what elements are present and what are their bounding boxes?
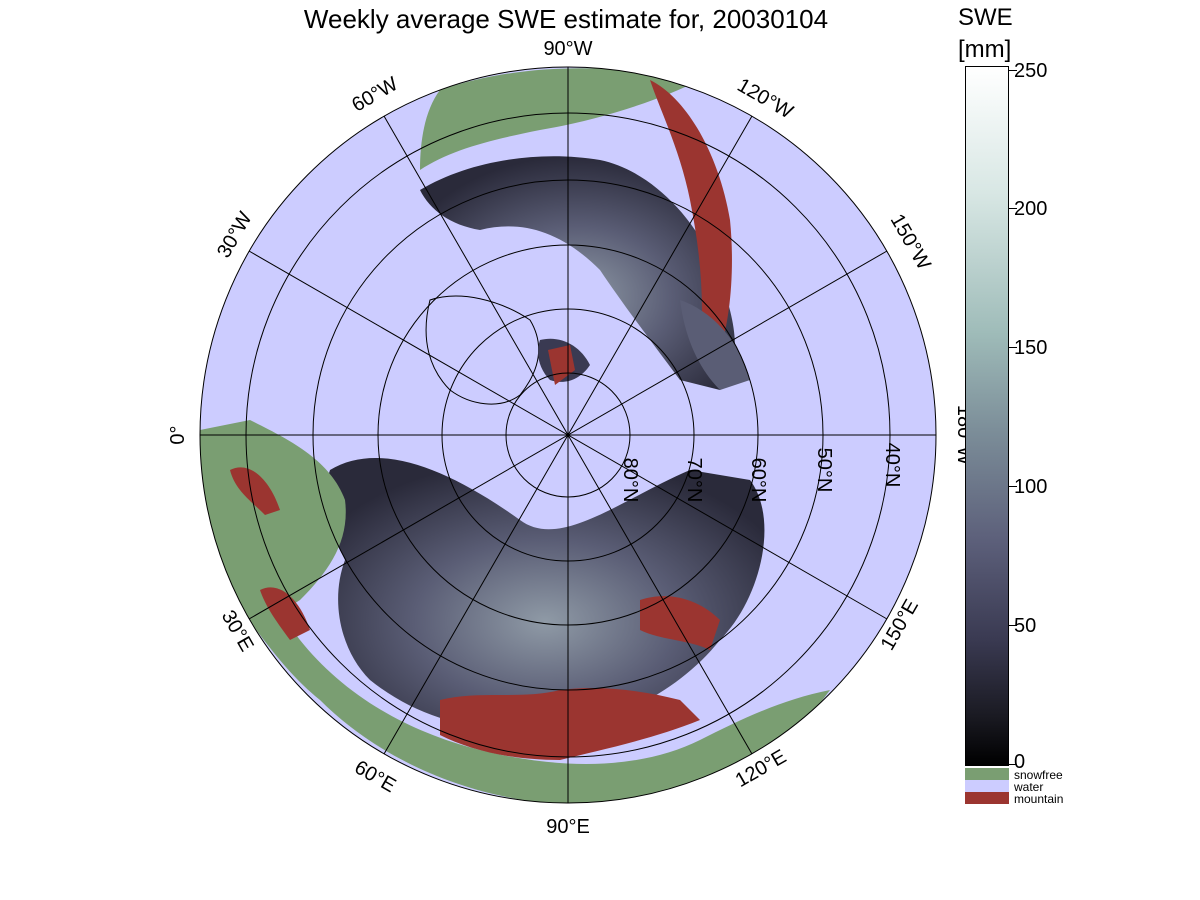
snowfree-label: snowfree: [1014, 768, 1063, 782]
colorbar-gradient: [965, 66, 1009, 766]
mountain-rockies: [650, 80, 732, 350]
mountain-east-asia: [640, 596, 720, 650]
label-80N: 80°N: [619, 458, 641, 503]
colorbar-tick: [1009, 347, 1017, 348]
water-swatch: [965, 780, 1009, 792]
label-90W: 90°W: [543, 38, 592, 60]
mountain-himalaya: [440, 688, 700, 760]
label-40N: 40°N: [881, 443, 903, 488]
water-label: water: [1014, 780, 1044, 794]
north-america-snow-region: [420, 156, 735, 390]
colorbar-title-line1: SWE: [958, 4, 1013, 31]
mountain-alps: [260, 587, 310, 640]
eurasia-snowfree-region: [200, 540, 830, 803]
colorbar-label-250: 250: [1014, 60, 1048, 82]
label-60N: 60°N: [747, 458, 769, 503]
colorbar-tick: [1009, 208, 1017, 209]
label-60E: 60°E: [351, 756, 400, 797]
meridian-150W-30E: [248, 250, 888, 620]
colorbar-tick: [1009, 625, 1017, 626]
mountain-label: mountain: [1014, 792, 1064, 806]
mountain-scandes: [230, 467, 280, 515]
label-60W: 60°W: [348, 73, 402, 117]
colorbar-label-150: 150: [1014, 337, 1048, 359]
alaska-region: [680, 300, 750, 390]
north-america-snowfree-region: [420, 68, 700, 170]
label-50N: 50°N: [813, 448, 835, 493]
colorbar-tick: [1009, 486, 1017, 487]
label-70N: 70°N: [683, 458, 705, 503]
colorbar-title-line2: [mm]: [958, 36, 1012, 63]
snowfree-swatch: [965, 768, 1009, 780]
label-90E: 90°E: [546, 816, 590, 838]
colorbar-label-50: 50: [1014, 615, 1037, 637]
label-0: 0°: [167, 425, 189, 444]
colorbar-tick: [1009, 70, 1017, 71]
europe-region: [200, 420, 346, 609]
colorbar-label-200: 200: [1014, 198, 1048, 220]
colorbar-label-100: 100: [1014, 476, 1048, 498]
colorbar-label-0: 0: [1014, 751, 1026, 773]
colorbar-tick: [1009, 764, 1017, 765]
graticule: [199, 66, 937, 804]
map-title: Weekly average SWE estimate for, 2003010…: [303, 4, 829, 34]
colorbar-title: SWE [mm]: [958, 2, 1013, 66]
mountain-swatch: [965, 792, 1009, 804]
